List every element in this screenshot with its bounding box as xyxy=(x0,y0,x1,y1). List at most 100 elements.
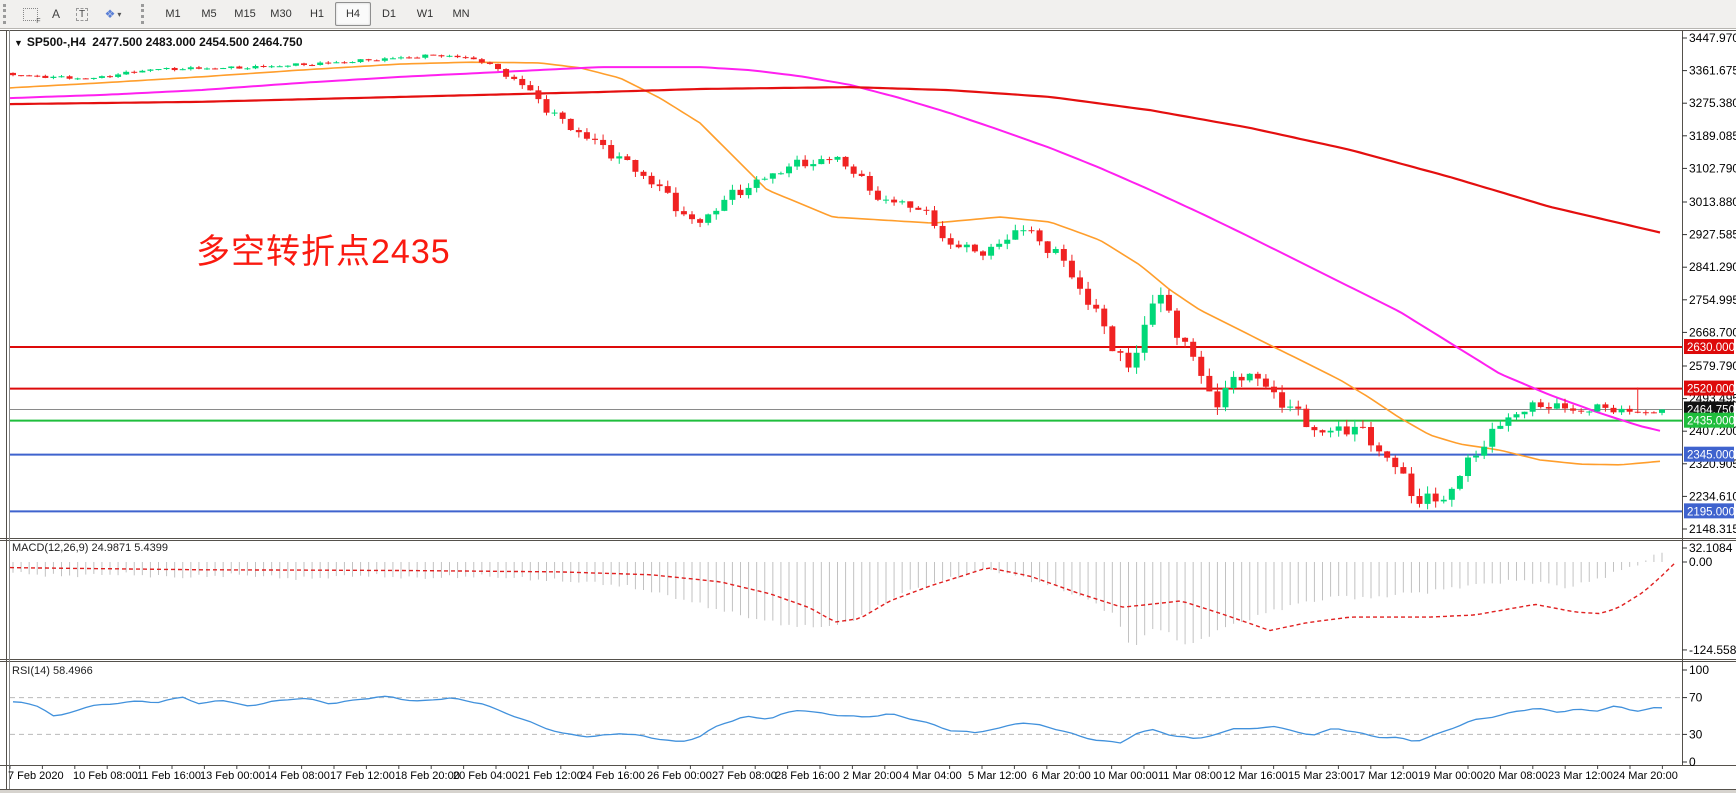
rsi-tick-label[interactable]: 70 xyxy=(1689,691,1703,705)
candle-body xyxy=(672,192,679,212)
time-axis[interactable] xyxy=(10,765,1682,789)
text-label-icon[interactable]: T xyxy=(69,3,95,25)
rsi-plot[interactable] xyxy=(10,661,1682,765)
indicator-grid-icon[interactable] xyxy=(17,3,43,25)
level-price-label: 2345.000 xyxy=(1687,450,1735,462)
price-tick-label[interactable]: 2234.610 xyxy=(1689,489,1736,503)
candle-body xyxy=(697,219,704,223)
time-axis-label[interactable]: 17 Mar 12:00 xyxy=(1353,770,1418,782)
time-axis-label[interactable]: 28 Feb 16:00 xyxy=(775,770,840,782)
timeframe-m5-button[interactable]: M5 xyxy=(201,8,217,20)
candle-body xyxy=(802,159,809,167)
timeframe-mn-button[interactable]: MN xyxy=(452,8,470,20)
timeframe-h1-button[interactable]: H1 xyxy=(309,8,325,20)
price-tick-label[interactable]: 2668.700 xyxy=(1689,325,1736,339)
time-axis-label[interactable]: 26 Feb 00:00 xyxy=(647,770,712,782)
font-icon[interactable]: A xyxy=(43,3,69,25)
candle-body xyxy=(729,189,736,200)
time-axis-label[interactable]: 14 Feb 08:00 xyxy=(265,770,330,782)
time-axis-label[interactable]: 18 Feb 20:00 xyxy=(395,770,460,782)
time-axis-label[interactable]: 15 Mar 23:00 xyxy=(1288,770,1353,782)
timeframe-d1-button[interactable]: D1 xyxy=(381,8,397,20)
candle-body xyxy=(1238,376,1245,381)
price-tick-label[interactable]: 3102.790 xyxy=(1689,161,1736,175)
price-axis[interactable] xyxy=(1682,30,1736,765)
macd-tick-label[interactable]: 32.1084 xyxy=(1689,541,1733,555)
timeframe-m15-button[interactable]: M15 xyxy=(234,8,256,20)
price-tick-label[interactable]: 3361.675 xyxy=(1689,64,1736,78)
price-tick-label[interactable]: 2841.290 xyxy=(1689,260,1736,274)
time-axis-label[interactable]: 17 Feb 12:00 xyxy=(330,770,395,782)
timeframe-w1-button[interactable]: W1 xyxy=(416,8,434,20)
candle-body xyxy=(212,68,219,70)
time-axis-label[interactable]: 13 Feb 00:00 xyxy=(200,770,265,782)
time-axis-label[interactable]: 19 Mar 00:00 xyxy=(1418,770,1483,782)
time-axis-label[interactable]: 23 Mar 12:00 xyxy=(1548,770,1613,782)
price-tick-label[interactable]: 2754.995 xyxy=(1689,293,1736,307)
macd-tick-label[interactable]: 0.00 xyxy=(1689,555,1713,569)
rsi-tick-label[interactable]: 0 xyxy=(1689,755,1696,769)
time-axis-label[interactable]: 11 Feb 16:00 xyxy=(137,770,201,782)
candle-body xyxy=(1279,392,1286,408)
time-axis-label[interactable]: 7 Feb 2020 xyxy=(8,770,64,782)
macd-plot[interactable] xyxy=(10,540,1682,659)
candle-body xyxy=(1246,373,1253,381)
time-axis-label[interactable]: 4 Mar 04:00 xyxy=(903,770,962,782)
time-axis-label[interactable]: 10 Feb 08:00 xyxy=(73,770,138,782)
candle-body xyxy=(713,210,720,215)
rsi-tick-label[interactable]: 100 xyxy=(1689,663,1709,677)
candle-body xyxy=(1659,409,1665,413)
candle-body xyxy=(1214,391,1221,408)
candle-body xyxy=(1529,402,1536,412)
price-tick-label[interactable]: 3189.085 xyxy=(1689,129,1736,143)
candle-body xyxy=(1408,473,1415,497)
candle-body xyxy=(147,69,154,71)
candle-body xyxy=(511,76,518,79)
rsi-tick-label[interactable]: 30 xyxy=(1689,727,1703,741)
toolbar-drag-handle[interactable] xyxy=(3,4,11,24)
candle-body xyxy=(365,59,372,61)
candle-body xyxy=(1012,230,1019,240)
price-level-badge xyxy=(1684,339,1734,355)
time-axis-label[interactable]: 11 Mar 08:00 xyxy=(1158,770,1222,782)
price-level-badge xyxy=(1684,446,1734,462)
candle-body xyxy=(1489,428,1496,447)
price-tick-label[interactable]: 2148.315 xyxy=(1689,522,1736,536)
time-axis-label[interactable]: 10 Mar 00:00 xyxy=(1093,770,1158,782)
timeframe-h4-button[interactable]: H4 xyxy=(335,2,371,26)
candle-body xyxy=(317,62,324,66)
time-axis-label[interactable]: 12 Mar 16:00 xyxy=(1223,770,1288,782)
candle-body xyxy=(567,118,574,131)
time-axis-label[interactable]: 21 Feb 12:00 xyxy=(518,770,583,782)
drawing-tools-icon[interactable]: ❖ ▾ xyxy=(95,3,131,25)
main-chart-plot[interactable] xyxy=(10,30,1682,538)
time-axis-label[interactable]: 20 Feb 04:00 xyxy=(453,770,518,782)
candle-body xyxy=(1077,277,1083,289)
time-axis-label[interactable]: 24 Feb 16:00 xyxy=(580,770,645,782)
price-tick-label[interactable]: 2407.200 xyxy=(1689,424,1736,438)
chart-text-annotation[interactable]: 多空转折点2435 xyxy=(196,233,451,271)
timeframe-m30-button[interactable]: M30 xyxy=(270,8,292,20)
candle-body xyxy=(462,57,469,59)
price-tick-label[interactable]: 3447.970 xyxy=(1689,31,1736,45)
price-tick-label[interactable]: 2579.790 xyxy=(1689,359,1736,373)
time-axis-label[interactable]: 27 Feb 08:00 xyxy=(712,770,777,782)
time-axis-label[interactable]: 2 Mar 20:00 xyxy=(843,770,902,782)
candle-body xyxy=(422,54,429,58)
toolbar-drag-handle-2[interactable] xyxy=(141,4,149,24)
time-axis-label[interactable]: 20 Mar 08:00 xyxy=(1483,770,1548,782)
price-tick-label[interactable]: 2927.585 xyxy=(1689,228,1736,242)
symbol-dropdown-arrow-icon[interactable]: ▼ xyxy=(14,38,23,48)
chart-title: ▼ SP500-,H4 2477.500 2483.000 2454.500 24… xyxy=(14,35,303,49)
price-tick-label[interactable]: 3013.880 xyxy=(1689,195,1736,209)
price-tick-label[interactable]: 3275.380 xyxy=(1689,96,1736,110)
candle-body xyxy=(559,112,566,119)
candle-body xyxy=(1295,406,1302,409)
time-axis-label[interactable]: 24 Mar 20:00 xyxy=(1613,770,1678,782)
time-axis-label[interactable]: 6 Mar 20:00 xyxy=(1032,770,1091,782)
macd-tick-label[interactable]: -124.5586 xyxy=(1689,643,1736,657)
timeframe-m1-button[interactable]: M1 xyxy=(165,8,181,20)
candle-body xyxy=(1311,427,1318,431)
candle-body xyxy=(648,175,655,185)
time-axis-label[interactable]: 5 Mar 12:00 xyxy=(968,770,1027,782)
